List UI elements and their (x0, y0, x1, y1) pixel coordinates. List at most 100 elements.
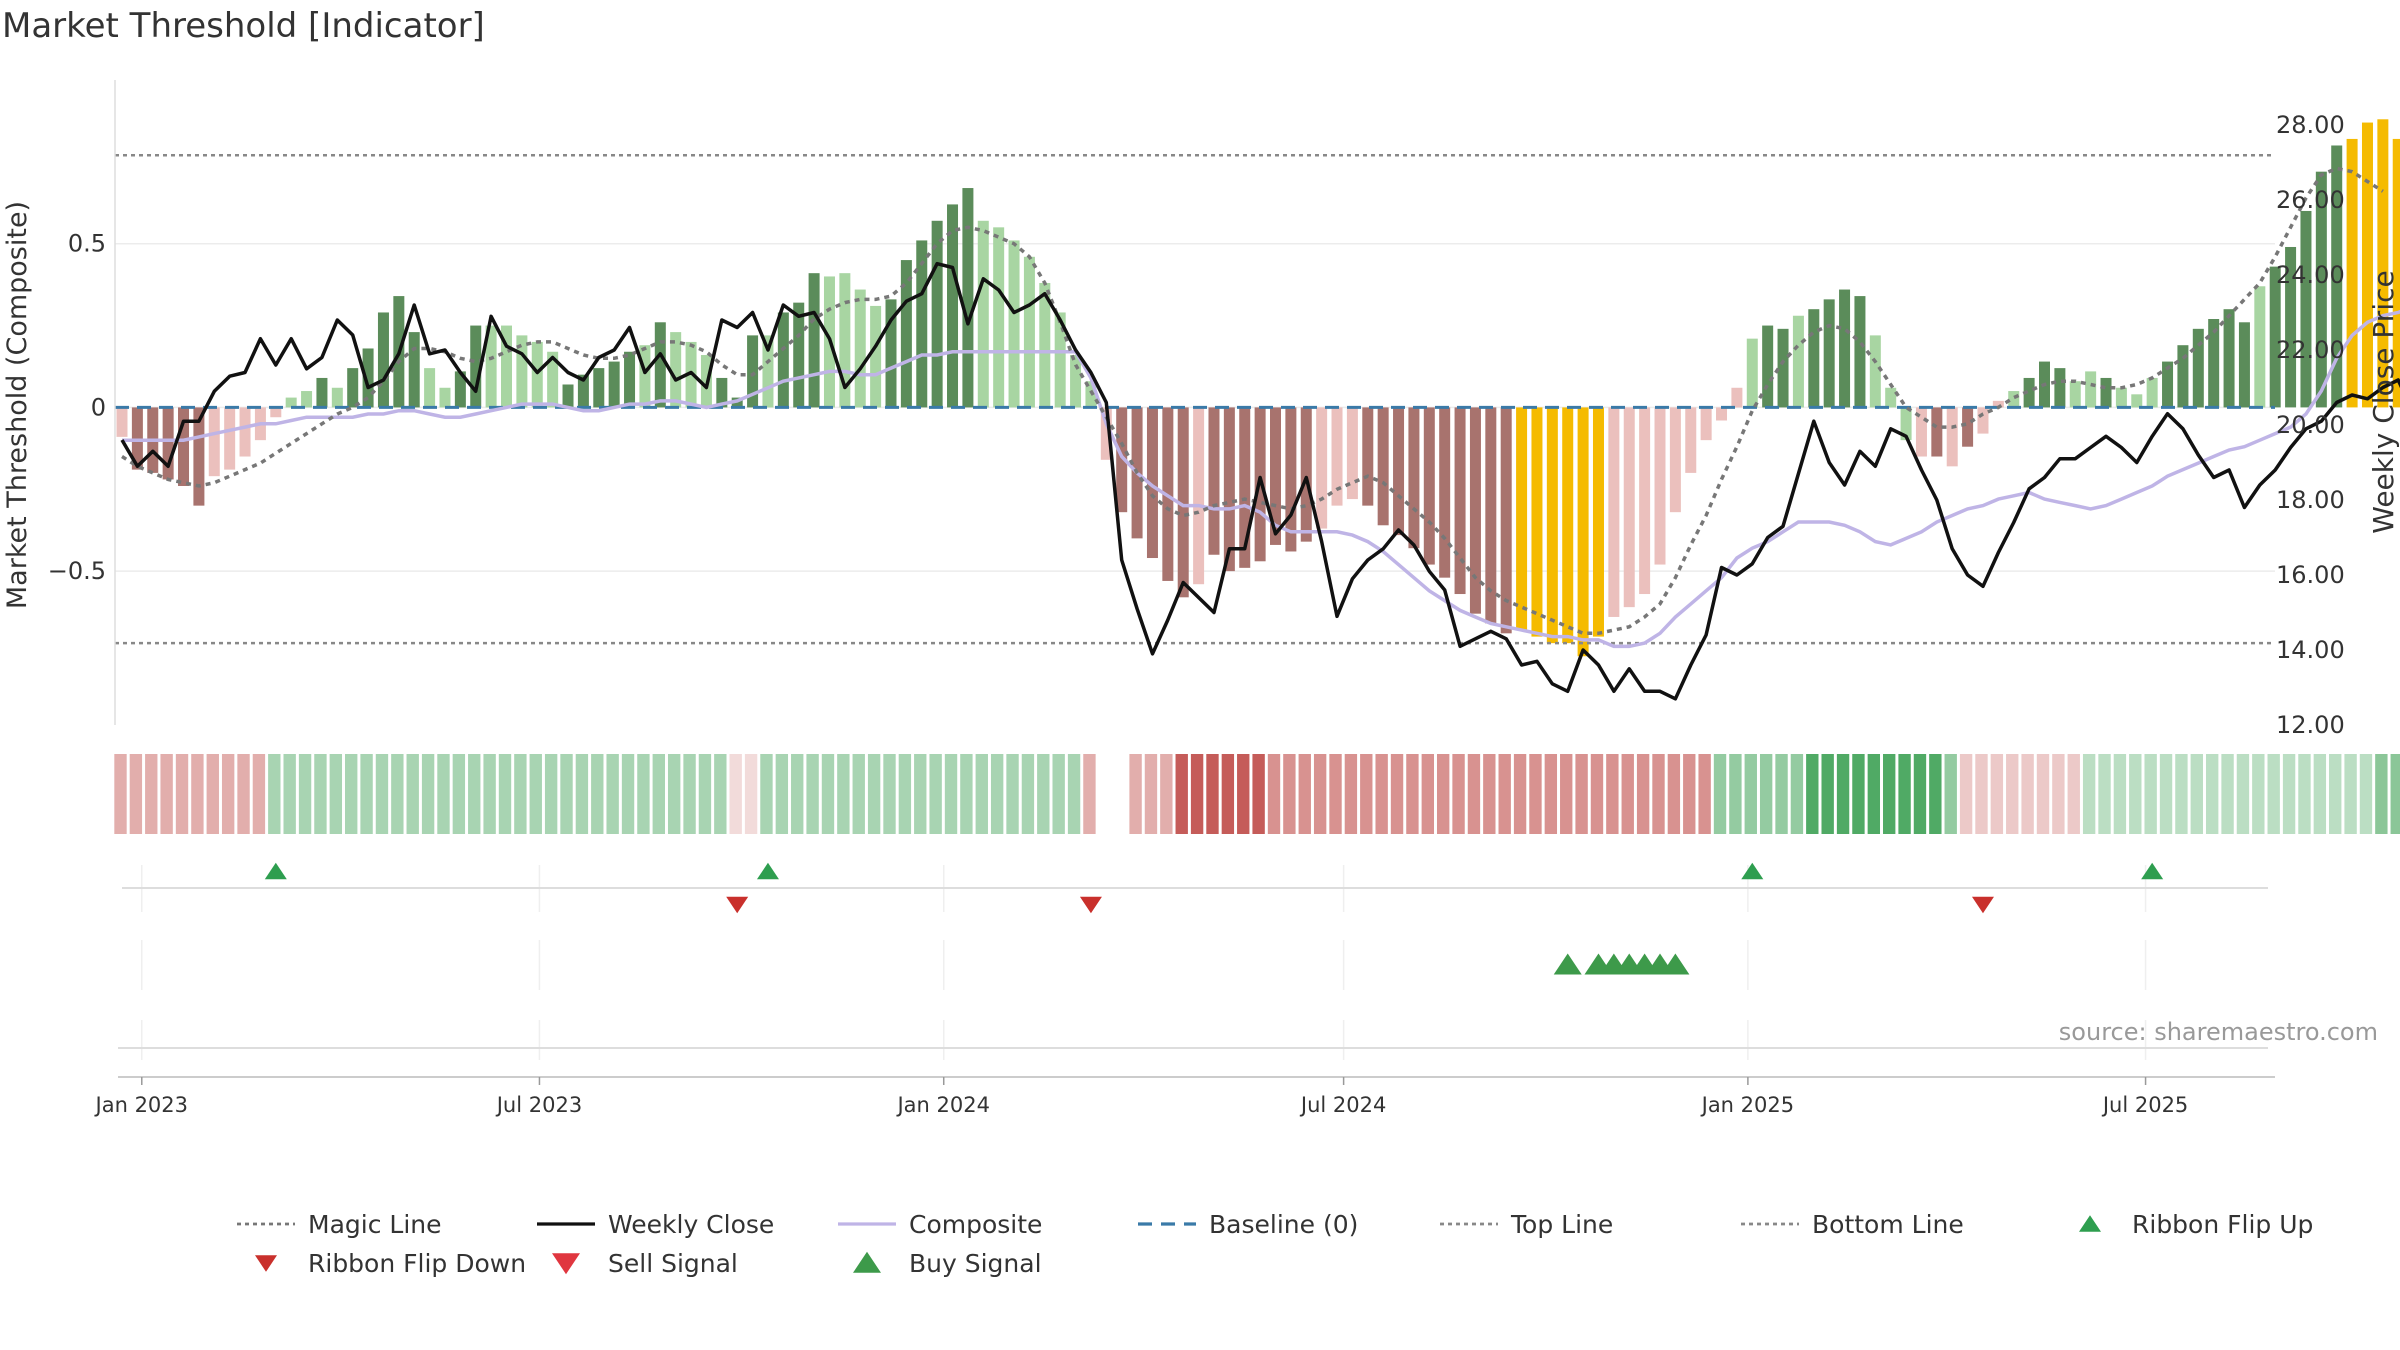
series-lines (120, 166, 2400, 701)
composite-bar (1116, 407, 1128, 513)
composite-bar (1685, 407, 1697, 473)
ribbon-cell (145, 754, 158, 834)
composite-bar (1469, 407, 1481, 614)
ribbon-cell (2375, 754, 2388, 834)
ribbon-cell (1713, 754, 1727, 834)
ribbon-cell (1175, 754, 1188, 834)
ribbon-cell (1360, 754, 1373, 834)
composite-bar (116, 407, 128, 437)
ribbon-cell (391, 754, 404, 834)
ribbon-cell (898, 754, 912, 834)
ribbon-cell (2144, 754, 2157, 834)
ribbon-cell (1775, 754, 1788, 834)
composite-bar (1962, 407, 1974, 447)
ribbon-cell (468, 754, 481, 834)
ribbon-cell (1006, 754, 1019, 834)
composite-bar (1270, 407, 1281, 545)
composite-bar (1316, 407, 1328, 529)
composite-bar (839, 273, 851, 408)
composite-bar (654, 322, 666, 408)
ribbon-cell (1436, 754, 1450, 834)
composite-bar (1592, 407, 1604, 637)
y2-tick-label: 18.00 (2276, 486, 2345, 514)
ribbon-cell (1021, 754, 1035, 834)
ribbon-cell (1821, 754, 1834, 834)
composite-bar (531, 341, 543, 408)
composite-bar (1223, 407, 1235, 572)
ribbon-flip-up-marker (264, 862, 287, 880)
ribbon-cell (2113, 754, 2127, 834)
ribbon-cell (1575, 754, 1588, 834)
ribbon-cell (1529, 754, 1542, 834)
composite-bar (2269, 266, 2281, 408)
ribbon-cell (1852, 754, 1865, 834)
ribbon-cell (560, 754, 573, 834)
ribbon-cell (883, 754, 896, 834)
composite-bar (624, 351, 636, 408)
composite-bar (1454, 407, 1466, 595)
y2-tick-label: 12.00 (2276, 711, 2345, 739)
composite-bar (593, 368, 605, 408)
composite-bar (1531, 407, 1543, 637)
ribbon-cell (175, 754, 189, 834)
magic-line (121, 166, 2384, 636)
composite-bar (547, 351, 559, 408)
ribbon-cell (1237, 754, 1250, 834)
composite-bar (208, 407, 220, 477)
ribbon-cell (252, 754, 266, 834)
composite-bar (1946, 407, 1958, 467)
ribbon-cell (2082, 754, 2096, 834)
composite-bar (439, 387, 451, 408)
legend-swatch (552, 1253, 580, 1275)
x-tick-label: Jul 2023 (495, 1093, 582, 1117)
composite-bar (1146, 407, 1158, 559)
composite-bar (1516, 407, 1528, 631)
composite-bar (1500, 407, 1512, 634)
legend-swatch (255, 1255, 277, 1272)
ribbon-cell (437, 754, 450, 834)
composite-bar (2254, 286, 2266, 408)
composite-bar (1777, 328, 1789, 408)
ribbon-cell (2313, 754, 2327, 834)
composite-bar (2346, 138, 2358, 408)
x-axis: Jan 2023 Jul 2023 Jan 2024 Jul 2024 Jan 2025… (94, 1076, 2275, 1117)
composite-bar (2146, 377, 2158, 408)
legend-label: Buy Signal (909, 1249, 1042, 1278)
x-tick-label: Jan 2025 (1700, 1093, 1795, 1117)
composite-bar (1792, 315, 1804, 408)
legend-label: Ribbon Flip Down (308, 1249, 526, 1278)
composite-bar (962, 188, 974, 408)
composite-bar (562, 384, 574, 408)
composite-bar (193, 407, 205, 506)
ribbon-cell (1944, 754, 1957, 834)
composite-bar (347, 368, 359, 408)
composite-bar (1177, 407, 1189, 598)
composite-bar (1362, 407, 1374, 506)
ribbon-cell (760, 754, 773, 834)
ribbon-flip-up-marker (1741, 862, 1764, 880)
ribbon-cell (1298, 754, 1311, 834)
composite-bar (916, 240, 928, 408)
composite-bar (1823, 299, 1835, 408)
ribbon-cell (1806, 754, 1819, 834)
ribbon-cell (1560, 754, 1573, 834)
legend-label: Weekly Close (608, 1210, 774, 1239)
ribbon-cell (514, 754, 527, 834)
composite-bar (1193, 407, 1205, 585)
ribbon-cell (852, 754, 865, 834)
composite-bar (716, 377, 728, 408)
composite-bar (1039, 282, 1051, 408)
ribbon-cell (606, 754, 619, 834)
buy-signal-marker (1553, 953, 1582, 975)
ribbon-cell (160, 754, 173, 834)
ribbon-flip-down-marker (1079, 896, 1102, 914)
signal-markers (118, 862, 2268, 1060)
composite-bar (331, 387, 343, 408)
ribbon-cell (1052, 754, 1065, 834)
ribbon-cell (1483, 754, 1496, 834)
ribbon-cell (1621, 754, 1634, 834)
ribbon-cell (2267, 754, 2280, 834)
ribbon-cell (1667, 754, 1681, 834)
ribbon-cell (960, 754, 973, 834)
ribbon-cell (1929, 754, 1942, 834)
